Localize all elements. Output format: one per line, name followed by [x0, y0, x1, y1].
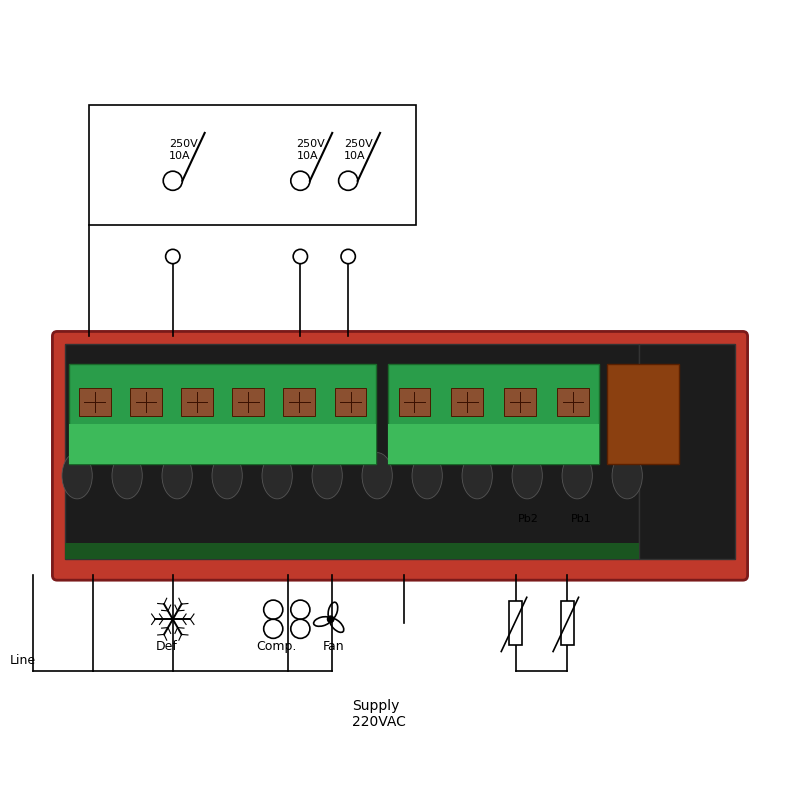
Circle shape — [327, 616, 334, 622]
Ellipse shape — [412, 453, 442, 499]
Bar — [510, 602, 522, 645]
Text: Supply
220VAC: Supply 220VAC — [352, 699, 406, 729]
Ellipse shape — [112, 453, 142, 499]
Text: 250V
10A: 250V 10A — [344, 139, 373, 161]
Bar — [232, 388, 264, 416]
FancyBboxPatch shape — [53, 331, 747, 580]
Ellipse shape — [512, 453, 542, 499]
Ellipse shape — [262, 453, 292, 499]
Bar — [334, 388, 366, 416]
Ellipse shape — [312, 453, 342, 499]
Bar — [69, 364, 376, 464]
Bar — [451, 388, 483, 416]
Bar — [639, 344, 735, 559]
Ellipse shape — [212, 453, 242, 499]
Ellipse shape — [612, 453, 642, 499]
Text: Pb2: Pb2 — [518, 514, 539, 523]
Bar — [557, 388, 589, 416]
Text: Def: Def — [155, 639, 177, 653]
Bar — [78, 388, 110, 416]
Bar — [388, 424, 599, 464]
Bar — [504, 388, 536, 416]
Bar — [283, 388, 315, 416]
Text: Pb1: Pb1 — [570, 514, 591, 523]
Ellipse shape — [562, 453, 592, 499]
Bar — [398, 388, 430, 416]
Bar — [181, 388, 213, 416]
Text: 250V
10A: 250V 10A — [169, 139, 198, 161]
Bar — [89, 105, 416, 225]
Bar — [130, 388, 162, 416]
Text: 250V
10A: 250V 10A — [296, 139, 325, 161]
Bar — [65, 543, 639, 559]
Ellipse shape — [62, 453, 92, 499]
Bar — [65, 344, 639, 559]
Bar — [607, 364, 679, 464]
Bar — [69, 424, 376, 464]
Bar — [388, 364, 599, 464]
Text: Line: Line — [10, 654, 35, 667]
Ellipse shape — [362, 453, 392, 499]
Ellipse shape — [462, 453, 492, 499]
Ellipse shape — [162, 453, 192, 499]
Text: Comp.: Comp. — [257, 639, 297, 653]
Text: Fan: Fan — [322, 639, 344, 653]
Bar — [561, 602, 574, 645]
